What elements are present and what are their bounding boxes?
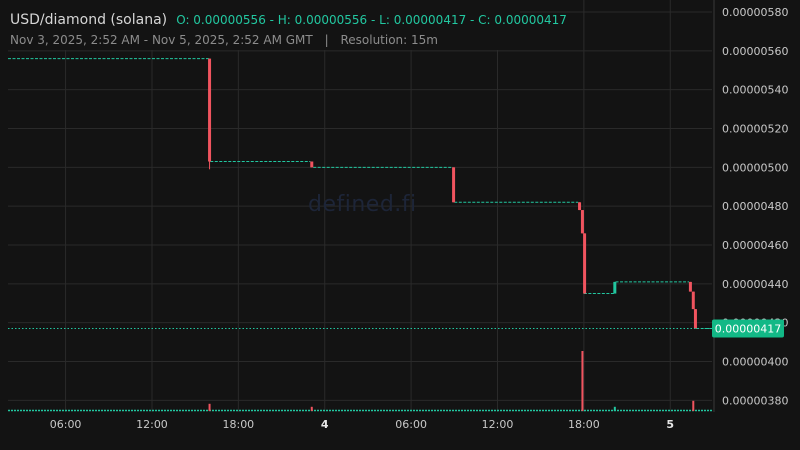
y-tick-label: 0.00000500: [722, 161, 788, 174]
ohlc-readout: O: 0.00000556 - H: 0.00000556 - L: 0.000…: [176, 13, 567, 27]
volume-bar: [208, 403, 211, 411]
candle-body: [578, 202, 582, 211]
candle-body: [691, 291, 695, 310]
x-tick-label: 06:00: [50, 418, 82, 431]
y-tick-label: 0.00000460: [722, 239, 788, 252]
y-tick-label: 0.00000520: [722, 123, 788, 136]
volume-bar: [581, 351, 584, 411]
candle-body: [452, 167, 456, 203]
last-price-tag: [712, 319, 784, 338]
candle-body: [693, 309, 697, 329]
y-tick-label: 0.00000560: [722, 45, 788, 58]
y-tick-label: 0.00000540: [722, 84, 788, 97]
volume-bar: [613, 406, 616, 411]
x-tick-label: 12:00: [136, 418, 168, 431]
x-tick-label: 4: [321, 418, 329, 431]
y-tick-label: 0.00000380: [722, 394, 788, 407]
watermark: defined.fi: [308, 192, 417, 217]
candle-body: [310, 161, 314, 168]
candle-body: [583, 233, 587, 294]
x-tick-label: 06:00: [395, 418, 427, 431]
x-tick-label: 18:00: [568, 418, 600, 431]
pair-title: USD/diamond (solana): [10, 12, 168, 28]
subtitle-row: Nov 3, 2025, 2:52 AM - Nov 5, 2025, 2:52…: [10, 33, 438, 47]
x-tick-label: 5: [666, 418, 674, 431]
volume-bar: [692, 400, 695, 411]
date-range: Nov 3, 2025, 2:52 AM - Nov 5, 2025, 2:52…: [10, 33, 313, 47]
y-tick-label: 0.00000400: [722, 356, 788, 369]
separator: |: [324, 33, 329, 47]
resolution-label: Resolution: 15m: [340, 33, 438, 47]
last-price-label: 0.00000417: [715, 323, 781, 336]
volume-bar: [310, 406, 313, 411]
x-tick-label: 12:00: [482, 418, 514, 431]
chart-header: USD/diamond (solana) O: 0.00000556 - H: …: [0, 0, 567, 50]
title-row: USD/diamond (solana) O: 0.00000556 - H: …: [10, 9, 567, 28]
x-tick-label: 18:00: [222, 418, 254, 431]
y-tick-label: 0.00000480: [722, 200, 788, 213]
y-tick-label: 0.00000440: [722, 278, 788, 291]
candle-body: [688, 281, 692, 292]
y-tick-label: 0.00000580: [722, 6, 788, 19]
candle-body: [613, 281, 617, 294]
candle-body: [208, 58, 212, 162]
candle-body: [580, 210, 584, 234]
